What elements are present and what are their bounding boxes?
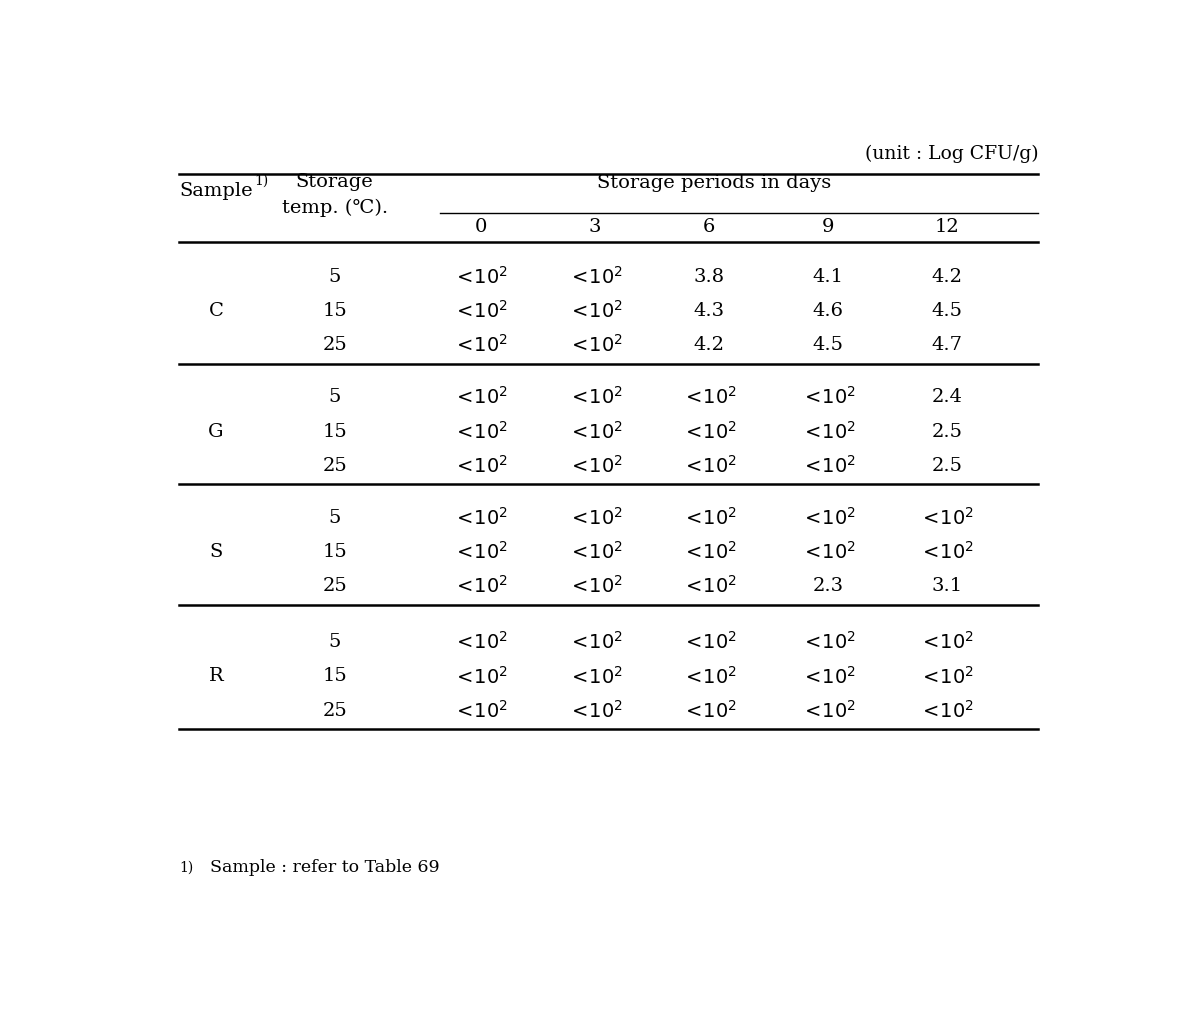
- Text: $<\!10^{2}$: $<\!10^{2}$: [567, 266, 623, 288]
- Text: $<\!10^{2}$: $<\!10^{2}$: [454, 700, 508, 722]
- Text: $<\!10^{2}$: $<\!10^{2}$: [681, 700, 737, 722]
- Text: $<\!10^{2}$: $<\!10^{2}$: [681, 420, 737, 442]
- Text: 4.3: 4.3: [693, 302, 725, 320]
- Text: (unit : Log CFU/g): (unit : Log CFU/g): [864, 144, 1039, 163]
- Text: 2.4: 2.4: [931, 388, 962, 406]
- Text: $<\!10^{2}$: $<\!10^{2}$: [920, 507, 974, 529]
- Text: 25: 25: [322, 457, 347, 475]
- Text: $<\!10^{2}$: $<\!10^{2}$: [567, 631, 623, 653]
- Text: 15: 15: [322, 302, 347, 320]
- Text: 1): 1): [255, 174, 269, 187]
- Text: $<\!10^{2}$: $<\!10^{2}$: [567, 387, 623, 408]
- Text: R: R: [209, 668, 223, 686]
- Text: 2.5: 2.5: [931, 422, 962, 440]
- Text: 9: 9: [822, 218, 835, 236]
- Text: $<\!10^{2}$: $<\!10^{2}$: [801, 387, 856, 408]
- Text: 0: 0: [475, 218, 487, 236]
- Text: 25: 25: [322, 578, 347, 595]
- Text: $<\!10^{2}$: $<\!10^{2}$: [567, 420, 623, 442]
- Text: 2.5: 2.5: [931, 457, 962, 475]
- Text: 2.3: 2.3: [812, 578, 844, 595]
- Text: $<\!10^{2}$: $<\!10^{2}$: [567, 666, 623, 688]
- Text: 4.5: 4.5: [812, 336, 844, 355]
- Text: 4.2: 4.2: [931, 268, 962, 286]
- Text: 25: 25: [322, 702, 347, 720]
- Text: 15: 15: [322, 543, 347, 561]
- Text: $<\!10^{2}$: $<\!10^{2}$: [567, 576, 623, 597]
- Text: $<\!10^{2}$: $<\!10^{2}$: [801, 700, 856, 722]
- Text: C: C: [209, 302, 223, 320]
- Text: $<\!10^{2}$: $<\!10^{2}$: [567, 300, 623, 322]
- Text: 4.6: 4.6: [812, 302, 844, 320]
- Text: Storage
temp. (℃).: Storage temp. (℃).: [282, 174, 388, 217]
- Text: $<\!10^{2}$: $<\!10^{2}$: [920, 700, 974, 722]
- Text: 4.7: 4.7: [931, 336, 962, 355]
- Text: $<\!10^{2}$: $<\!10^{2}$: [920, 666, 974, 688]
- Text: 3: 3: [588, 218, 601, 236]
- Text: $<\!10^{2}$: $<\!10^{2}$: [454, 334, 508, 357]
- Text: $<\!10^{2}$: $<\!10^{2}$: [801, 631, 856, 653]
- Text: $<\!10^{2}$: $<\!10^{2}$: [801, 420, 856, 442]
- Text: $<\!10^{2}$: $<\!10^{2}$: [567, 507, 623, 529]
- Text: 12: 12: [935, 218, 960, 236]
- Text: $<\!10^{2}$: $<\!10^{2}$: [681, 387, 737, 408]
- Text: $<\!10^{2}$: $<\!10^{2}$: [681, 631, 737, 653]
- Text: 15: 15: [322, 422, 347, 440]
- Text: $<\!10^{2}$: $<\!10^{2}$: [454, 507, 508, 529]
- Text: $<\!10^{2}$: $<\!10^{2}$: [801, 666, 856, 688]
- Text: 1): 1): [179, 861, 193, 875]
- Text: 5: 5: [329, 633, 341, 651]
- Text: 4.1: 4.1: [812, 268, 844, 286]
- Text: $<\!10^{2}$: $<\!10^{2}$: [454, 541, 508, 563]
- Text: $<\!10^{2}$: $<\!10^{2}$: [454, 666, 508, 688]
- Text: $<\!10^{2}$: $<\!10^{2}$: [567, 454, 623, 477]
- Text: $<\!10^{2}$: $<\!10^{2}$: [681, 576, 737, 597]
- Text: Sample: Sample: [179, 182, 252, 200]
- Text: $<\!10^{2}$: $<\!10^{2}$: [454, 387, 508, 408]
- Text: $<\!10^{2}$: $<\!10^{2}$: [567, 700, 623, 722]
- Text: $<\!10^{2}$: $<\!10^{2}$: [454, 420, 508, 442]
- Text: 25: 25: [322, 336, 347, 355]
- Text: $<\!10^{2}$: $<\!10^{2}$: [920, 541, 974, 563]
- Text: $<\!10^{2}$: $<\!10^{2}$: [454, 266, 508, 288]
- Text: 4.2: 4.2: [693, 336, 725, 355]
- Text: $<\!10^{2}$: $<\!10^{2}$: [920, 631, 974, 653]
- Text: $<\!10^{2}$: $<\!10^{2}$: [567, 541, 623, 563]
- Text: 5: 5: [329, 509, 341, 527]
- Text: G: G: [209, 422, 224, 440]
- Text: $<\!10^{2}$: $<\!10^{2}$: [681, 666, 737, 688]
- Text: $<\!10^{2}$: $<\!10^{2}$: [681, 541, 737, 563]
- Text: 3.1: 3.1: [931, 578, 962, 595]
- Text: $<\!10^{2}$: $<\!10^{2}$: [567, 334, 623, 357]
- Text: Sample : refer to Table 69: Sample : refer to Table 69: [199, 860, 440, 877]
- Text: 15: 15: [322, 668, 347, 686]
- Text: $<\!10^{2}$: $<\!10^{2}$: [681, 507, 737, 529]
- Text: 5: 5: [329, 268, 341, 286]
- Text: $<\!10^{2}$: $<\!10^{2}$: [801, 507, 856, 529]
- Text: Storage periods in days: Storage periods in days: [597, 175, 831, 193]
- Text: $<\!10^{2}$: $<\!10^{2}$: [454, 631, 508, 653]
- Text: 3.8: 3.8: [693, 268, 725, 286]
- Text: $<\!10^{2}$: $<\!10^{2}$: [454, 576, 508, 597]
- Text: 4.5: 4.5: [931, 302, 962, 320]
- Text: $<\!10^{2}$: $<\!10^{2}$: [681, 454, 737, 477]
- Text: $<\!10^{2}$: $<\!10^{2}$: [801, 454, 856, 477]
- Text: S: S: [210, 543, 223, 561]
- Text: $<\!10^{2}$: $<\!10^{2}$: [454, 454, 508, 477]
- Text: 6: 6: [703, 218, 716, 236]
- Text: 5: 5: [329, 388, 341, 406]
- Text: $<\!10^{2}$: $<\!10^{2}$: [801, 541, 856, 563]
- Text: $<\!10^{2}$: $<\!10^{2}$: [454, 300, 508, 322]
